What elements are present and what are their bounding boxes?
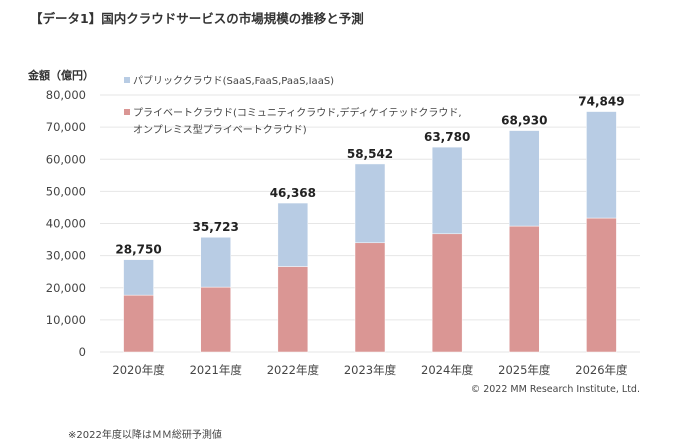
bar-segment	[354, 163, 386, 244]
total-data-label: 74,849	[578, 95, 624, 109]
y-tick-label: 10,000	[46, 313, 86, 327]
footnote: ※2022年度以降はＭＭ総研予測値	[68, 430, 222, 441]
total-data-label: 46,368	[270, 186, 316, 200]
x-tick-label: 2024年度	[421, 363, 474, 377]
x-tick-label: 2023年度	[344, 363, 397, 377]
legend-label-public: パブリッククラウド(SaaS,FaaS,PaaS,IaaS)	[133, 74, 334, 87]
y-tick-label: 20,000	[46, 281, 86, 295]
bar-segment	[509, 130, 540, 227]
bar-segment	[200, 236, 231, 288]
bar-segment	[123, 259, 154, 296]
legend-label-private: プライベートクラウド(コミュニティクラウド,デディケイテッドクラウド,	[133, 106, 462, 119]
x-tick-label: 2025年度	[498, 363, 551, 377]
y-tick-label: 40,000	[46, 217, 86, 231]
total-data-label: 68,930	[501, 114, 547, 128]
bar-segment	[509, 225, 540, 353]
y-tick-label: 30,000	[46, 249, 86, 263]
bar-segment	[586, 217, 617, 353]
copyright: © 2022 MM Research Institute, Ltd.	[471, 384, 640, 395]
bar-segment	[200, 286, 231, 353]
total-data-label: 58,542	[347, 147, 393, 161]
bar-segment	[431, 146, 463, 235]
legend-swatch-private	[124, 109, 130, 115]
bar-segment	[354, 242, 386, 353]
x-tick-label: 2026年度	[575, 363, 628, 377]
bar-segment	[431, 233, 463, 353]
y-tick-label: 70,000	[46, 120, 86, 134]
y-axis-label: 金額（億円）	[27, 68, 94, 82]
y-tick-label: 80,000	[46, 88, 86, 102]
bar-segment	[277, 266, 309, 353]
total-data-label: 63,780	[424, 130, 470, 144]
bar-segment	[123, 294, 154, 353]
total-data-label: 28,750	[115, 243, 161, 257]
page-title: 【データ1】国内クラウドサービスの市場規模の推移と予測	[30, 11, 364, 26]
y-tick-label: 0	[79, 345, 86, 359]
x-tick-label: 2021年度	[190, 363, 243, 377]
y-tick-label: 60,000	[46, 152, 86, 166]
x-tick-label: 2020年度	[112, 363, 165, 377]
bar-segment	[586, 111, 617, 219]
stacked-bar-chart: 0 10,000 20,000 30,000 40,000 50,000 60,000 70,…	[27, 68, 640, 395]
total-data-label: 35,723	[193, 220, 239, 234]
y-tick-label: 50,000	[46, 184, 86, 198]
legend-swatch-public	[124, 77, 130, 83]
bar-segment	[277, 202, 309, 267]
legend-label-private: オンプレミス型プライベートクラウド)	[133, 123, 307, 136]
x-tick-label: 2022年度	[267, 363, 320, 377]
